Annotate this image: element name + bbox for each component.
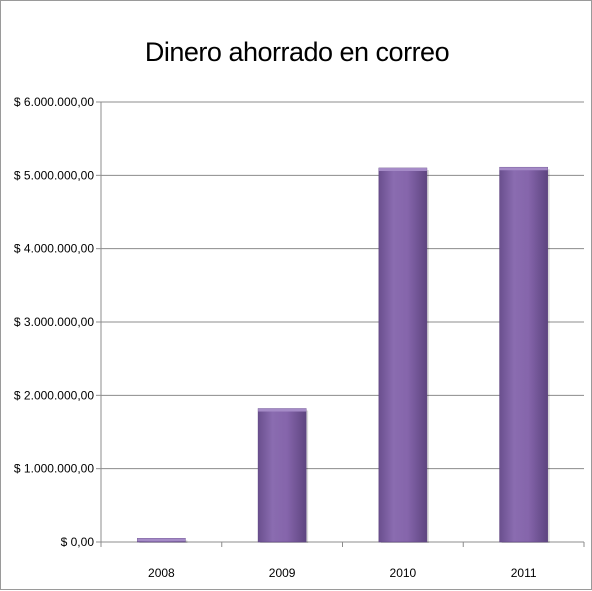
gridlines bbox=[101, 101, 584, 470]
x-tick-label: 2008 bbox=[148, 566, 175, 580]
x-tick-label: 2009 bbox=[269, 566, 296, 580]
y-tick-label: $ 4.000.000,00 bbox=[14, 242, 94, 256]
bar-2009 bbox=[257, 408, 307, 543]
y-tick-label: $ 3.000.000,00 bbox=[14, 315, 94, 329]
y-tick-label: $ 6.000.000,00 bbox=[14, 95, 94, 109]
bar-top-highlight bbox=[378, 168, 427, 171]
y-tick-label: $ 5.000.000,00 bbox=[14, 168, 94, 182]
y-tick-labels: $ 0,00 $ 1.000.000,00 $ 2.000.000,00 $ 3.00… bbox=[14, 95, 94, 549]
y-tick-label: $ 1.000.000,00 bbox=[14, 462, 94, 476]
y-tick-label: $ 2.000.000,00 bbox=[14, 388, 94, 402]
bar-2011 bbox=[499, 166, 548, 543]
chart-title: Dinero ahorrado en correo bbox=[144, 37, 450, 67]
bar-top-highlight bbox=[258, 408, 307, 412]
y-tick-label: $ 0,00 bbox=[61, 535, 95, 549]
bar-top-highlight bbox=[499, 167, 548, 171]
x-tick-label: 2011 bbox=[511, 566, 537, 580]
x-tick-label: 2010 bbox=[390, 566, 417, 580]
bar-2010 bbox=[378, 167, 428, 543]
bar-top-highlight bbox=[137, 538, 186, 542]
x-tick-labels: 2008 2009 2010 2011 bbox=[148, 566, 537, 580]
bars bbox=[137, 166, 550, 543]
